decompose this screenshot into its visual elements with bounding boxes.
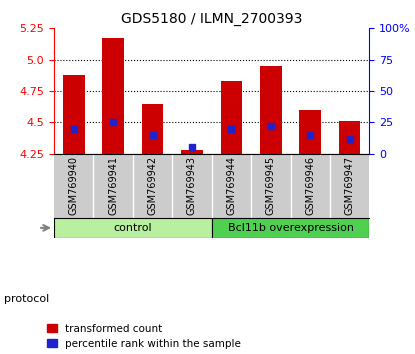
Bar [181,150,203,154]
Bar [102,38,124,154]
Bar [299,110,321,154]
Text: GSM769946: GSM769946 [305,156,315,215]
Legend: transformed count, percentile rank within the sample: transformed count, percentile rank withi… [47,324,242,349]
Bar [339,121,361,154]
Bar [142,104,164,154]
Text: GSM769940: GSM769940 [68,156,79,215]
Text: GSM769943: GSM769943 [187,156,197,215]
Bar [260,66,282,154]
Bar [212,218,369,238]
Text: GSM769947: GSM769947 [344,156,355,215]
Bar [63,75,85,154]
Title: GDS5180 / ILMN_2700393: GDS5180 / ILMN_2700393 [121,12,303,26]
Text: protocol: protocol [4,294,49,304]
Text: Bcl11b overexpression: Bcl11b overexpression [227,223,354,233]
Text: GSM769944: GSM769944 [226,156,237,215]
Bar [54,218,212,238]
Text: control: control [113,223,152,233]
Bar [220,81,242,154]
Text: GSM769941: GSM769941 [108,156,118,215]
Text: GSM769942: GSM769942 [147,156,158,215]
Text: GSM769945: GSM769945 [266,156,276,215]
